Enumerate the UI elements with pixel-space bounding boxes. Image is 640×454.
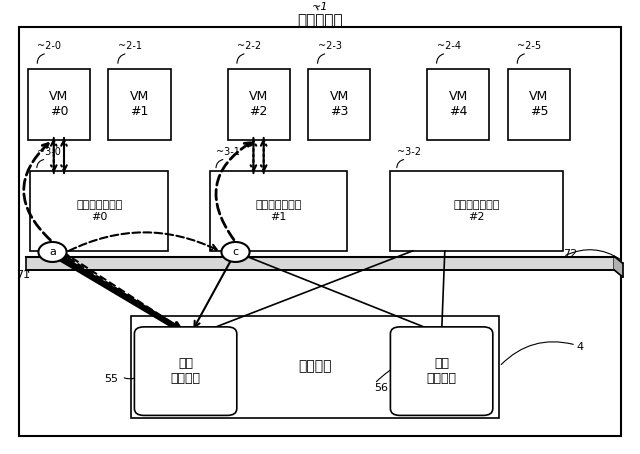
Polygon shape (614, 257, 623, 277)
Text: VM
#3: VM #3 (330, 90, 349, 118)
Text: 下り
ハッシュ: 下り ハッシュ (427, 357, 456, 385)
Text: バランサ: バランサ (298, 360, 332, 374)
Text: ~2-4: ~2-4 (437, 41, 461, 51)
Bar (228, 69, 290, 140)
Text: 55: 55 (104, 374, 118, 384)
Text: ~1: ~1 (312, 2, 328, 12)
Text: ~2-0: ~2-0 (37, 41, 61, 51)
Bar (131, 316, 499, 418)
Bar (210, 171, 347, 251)
Text: VM
#2: VM #2 (249, 90, 268, 118)
Text: VM
#0: VM #0 (49, 90, 68, 118)
FancyBboxPatch shape (390, 327, 493, 415)
Bar (390, 171, 563, 251)
Bar (31, 171, 168, 251)
FancyBboxPatch shape (134, 327, 237, 415)
Text: 56: 56 (374, 383, 388, 393)
Text: ~2-5: ~2-5 (518, 41, 541, 51)
Bar (26, 257, 614, 270)
Text: 上り
ハッシュ: 上り ハッシュ (171, 357, 200, 385)
Text: ~3-0: ~3-0 (37, 147, 61, 157)
Bar (428, 69, 489, 140)
Bar (508, 69, 570, 140)
Text: 物理サーバ: 物理サーバ (297, 13, 343, 28)
Text: ~3-1: ~3-1 (216, 147, 240, 157)
Text: 4: 4 (576, 342, 583, 352)
Text: 72: 72 (563, 249, 577, 259)
Text: VM
#1: VM #1 (130, 90, 149, 118)
Text: ディスパッチャ
#2: ディスパッチャ #2 (454, 200, 500, 222)
Circle shape (221, 242, 250, 262)
Text: 71: 71 (16, 270, 30, 280)
Bar (28, 69, 90, 140)
Text: ~2-1: ~2-1 (118, 41, 142, 51)
Text: a: a (49, 247, 56, 257)
Text: ~3-2: ~3-2 (397, 147, 421, 157)
Text: ディスパッチャ
#0: ディスパッチャ #0 (76, 200, 122, 222)
Text: c: c (232, 247, 239, 257)
Bar (308, 69, 370, 140)
Bar (108, 69, 170, 140)
Circle shape (38, 242, 67, 262)
Text: ~2-2: ~2-2 (237, 41, 261, 51)
Text: ~2-3: ~2-3 (318, 41, 342, 51)
Text: VM
#4: VM #4 (449, 90, 468, 118)
Text: VM
#5: VM #5 (529, 90, 548, 118)
Text: ディスパッチャ
#1: ディスパッチャ #1 (255, 200, 301, 222)
